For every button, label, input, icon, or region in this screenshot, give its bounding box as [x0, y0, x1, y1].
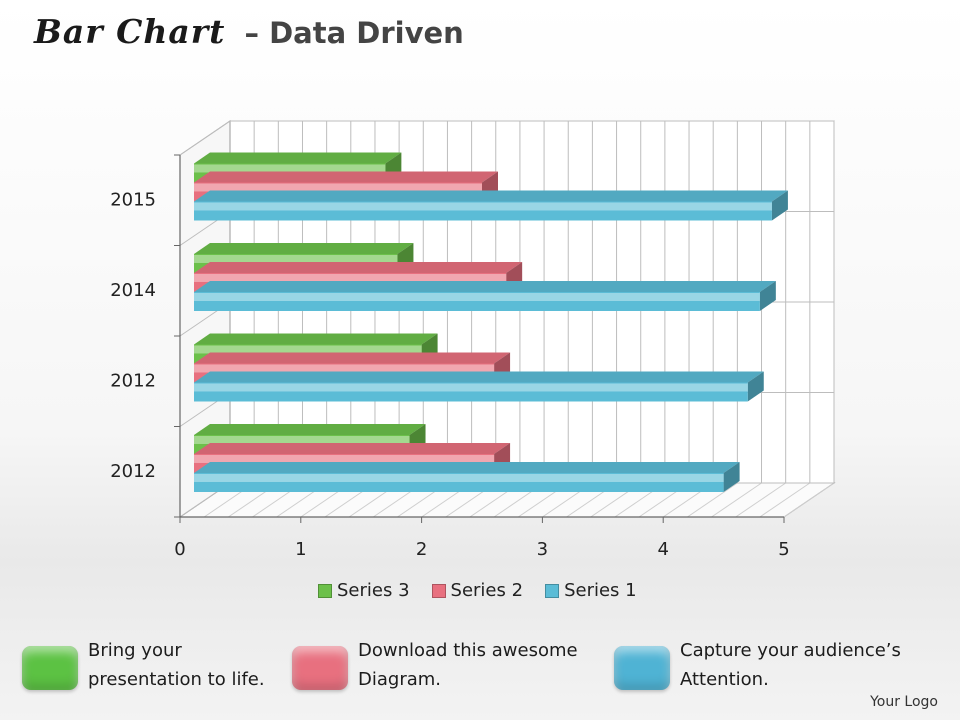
legend-swatch	[545, 583, 560, 598]
x-tick-label: 0	[174, 539, 185, 560]
side-gridline	[179, 120, 231, 156]
bar	[194, 190, 788, 221]
chart-legend: Series 3 Series 2 Series 1	[318, 580, 637, 601]
floor-gridline	[759, 482, 811, 518]
bar-highlight	[194, 274, 507, 282]
chart-labels: 0 1 2 3 4 5 2015 2014 2012 2012	[110, 189, 790, 560]
x-tick-label: 5	[778, 539, 789, 560]
floor-gridline	[735, 482, 786, 518]
bar-top-face	[194, 171, 498, 183]
callout-line-2: Attention.	[680, 669, 769, 690]
chart-bars	[194, 152, 788, 492]
bar-top-face	[194, 333, 438, 345]
bar-highlight	[194, 202, 772, 211]
bar-side-face	[723, 462, 740, 492]
legend-item-series-1: Series 1	[545, 580, 637, 601]
footer-logo: Your Logo	[870, 694, 938, 710]
callout-line-1: Capture your audience’s	[680, 640, 901, 661]
floor-gridline	[711, 482, 762, 518]
floor-gridline	[783, 482, 835, 518]
legend-item-series-3: Series 3	[318, 580, 410, 601]
bar-highlight	[194, 474, 724, 482]
bar-highlight	[194, 255, 398, 263]
y-category-label: 2012	[110, 370, 156, 391]
legend-swatch	[431, 583, 446, 598]
y-category-label: 2015	[110, 189, 156, 210]
bar-highlight	[194, 164, 386, 173]
y-category-label: 2012	[110, 461, 156, 482]
callout-line-2: presentation to life.	[88, 669, 265, 690]
callout-text: Download this awesome Diagram.	[358, 636, 578, 694]
bar-top-face	[194, 262, 523, 273]
callout-line-1: Download this awesome	[358, 640, 578, 661]
x-tick-label: 2	[416, 539, 427, 560]
callout-line-2: Diagram.	[358, 669, 442, 690]
bar	[194, 462, 740, 492]
callout-2: Download this awesome Diagram.	[292, 636, 578, 694]
bar-side-face	[771, 190, 788, 221]
legend-label: Series 1	[564, 580, 637, 601]
bar-highlight	[194, 293, 760, 301]
title-subtitle: – Data Driven	[244, 16, 464, 50]
green-rounded-square-icon	[22, 646, 78, 690]
x-tick-label: 3	[537, 539, 548, 560]
bar-highlight	[194, 345, 422, 354]
red-rounded-square-icon	[292, 646, 348, 690]
legend-item-series-2: Series 2	[431, 580, 524, 601]
bar	[194, 281, 776, 311]
bar-top-face	[194, 281, 776, 292]
y-category-label: 2014	[110, 280, 156, 301]
bar-highlight	[194, 183, 482, 192]
bar-highlight	[194, 436, 410, 444]
bar-top-face	[194, 462, 740, 473]
bar	[194, 371, 764, 402]
bar-top-face	[194, 424, 426, 435]
legend-swatch	[318, 583, 332, 598]
bar-chart: 0 1 2 3 4 5 2015 2014 2012 2012	[110, 120, 836, 560]
legend-label: Series 2	[450, 580, 524, 601]
callout-3: Capture your audience’s Attention.	[614, 636, 901, 694]
bar-highlight	[194, 364, 495, 373]
callout-line-1: Bring your	[88, 640, 182, 661]
x-tick-label: 1	[295, 539, 306, 560]
bar-top-face	[194, 443, 511, 454]
bar-highlight	[194, 455, 495, 463]
bar-top-face	[194, 190, 788, 202]
bar-top-face	[194, 371, 764, 383]
bar-top-face	[194, 243, 414, 254]
bar-side-face	[747, 371, 764, 402]
callout-1: Bring your presentation to life.	[22, 636, 265, 694]
callout-text: Bring your presentation to life.	[88, 636, 265, 694]
bar-highlight	[194, 383, 748, 392]
bar-top-face	[194, 152, 402, 164]
x-tick-label: 4	[657, 539, 668, 560]
callout-text: Capture your audience’s Attention.	[680, 636, 901, 694]
legend-label: Series 3	[337, 580, 410, 601]
bar-side-face	[759, 281, 776, 311]
title-script: Bar Chart	[34, 12, 226, 51]
page-title: Bar Chart – Data Driven	[34, 12, 464, 56]
bar-top-face	[194, 352, 511, 364]
floor-gridline	[687, 482, 738, 518]
blue-rounded-square-icon	[614, 646, 670, 690]
